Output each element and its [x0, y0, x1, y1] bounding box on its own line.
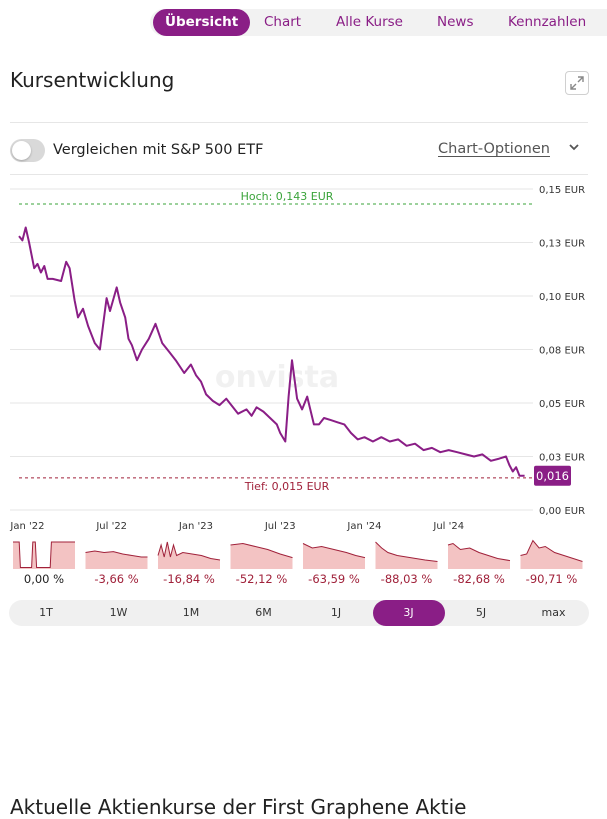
sparkline-line [230, 542, 293, 559]
sparkline-area [85, 551, 148, 569]
range-option-1j[interactable]: 1J [330, 606, 342, 619]
sparkline-area [158, 542, 220, 569]
chevron-down-icon[interactable] [568, 141, 580, 156]
expand-icon [570, 76, 584, 90]
chart-options-link[interactable]: Chart-Optionen [438, 141, 550, 157]
y-tick-label: 0,05 EUR [539, 399, 585, 410]
price-series-line [18, 226, 525, 477]
y-tick-label: 0,00 EUR [539, 506, 585, 517]
y-tick-label: 0,03 EUR [539, 453, 585, 464]
y-tick-label: 0,13 EUR [539, 239, 585, 250]
sparkline-change-label: -90,71 % [526, 572, 578, 586]
sparkline-change-label: 0,00 % [24, 572, 64, 586]
sparkline-line [157, 541, 221, 561]
sparkline-change-label: -3,66 % [94, 572, 138, 586]
range-option-1m[interactable]: 1M [182, 606, 200, 619]
next-section-title: Aktuelle Aktienkurse der First Graphene … [10, 795, 467, 819]
sparkline-area [448, 543, 510, 569]
price-chart[interactable]: onvista 0,15 EUR 0,13 EUR 0,10 EUR 0,08 EUR 0… [0, 0, 607, 540]
sparkline-area [13, 542, 75, 569]
range-option-max[interactable]: max [541, 606, 566, 619]
compare-label: Vergleichen mit S&P 500 ETF [53, 142, 264, 158]
sparkline-line [302, 543, 366, 559]
x-tick-label: Jul '22 [95, 521, 127, 532]
tab-news[interactable]: News [437, 14, 474, 30]
x-tick-label: Jan '22 [9, 521, 44, 532]
sparkline-change-label: -82,68 % [453, 572, 505, 586]
tab-alle-kurse[interactable]: Alle Kurse [336, 14, 403, 30]
low-label: Tief: 0,015 EUR [244, 480, 330, 493]
section-title: Kursentwicklung [10, 68, 175, 92]
sparkline-area [303, 543, 365, 569]
y-tick-label: 0,08 EUR [539, 346, 585, 357]
sparkline-line [447, 542, 511, 562]
x-tick-label: Jul '24 [432, 521, 464, 532]
sparkline-change-label: -63,59 % [308, 572, 360, 586]
range-option-5j[interactable]: 5J [475, 606, 487, 619]
sparkline-area [375, 542, 438, 569]
sparkline-strip: 0,00 % -3,66 % -16,84 % -52,12 % -63,59 % -88… [13, 539, 583, 586]
sparkline-line [85, 550, 148, 558]
current-value-label: 0,016 [536, 469, 569, 483]
sparkline-area [520, 540, 583, 569]
range-selector: 1T 1W 1M 6M 1J 3J 5J max [9, 600, 589, 626]
compare-toggle[interactable] [10, 139, 45, 162]
toggle-knob [12, 141, 31, 160]
range-option-6m[interactable]: 6M [255, 606, 272, 619]
tab-kennzahlen[interactable]: Kennzahlen [508, 14, 587, 30]
watermark-text: onvista [215, 360, 339, 395]
range-option-3j[interactable]: 3J [372, 600, 445, 626]
expand-button[interactable] [565, 71, 589, 95]
x-tick-label: Jan '23 [178, 521, 213, 532]
sparkline-line [13, 541, 75, 568]
current-value-badge [534, 465, 571, 486]
x-tick-label: Jan '24 [346, 521, 381, 532]
tab-uebersicht[interactable]: Übersicht [153, 9, 251, 36]
y-tick-label: 0,15 EUR [539, 185, 585, 196]
range-option-1w[interactable]: 1W [109, 606, 128, 619]
sparkline-change-label: -16,84 % [163, 572, 215, 586]
sparkline-line [520, 539, 583, 562]
top-nav: Übersicht Chart Alle Kurse News Kennzahl… [150, 9, 607, 36]
sparkline-area [230, 543, 293, 569]
y-tick-label: 0,10 EUR [539, 292, 585, 303]
divider [10, 122, 588, 123]
high-label: Hoch: 0,143 EUR [241, 190, 334, 203]
x-tick-label: Jul '23 [264, 521, 296, 532]
sparkline-change-label: -88,03 % [381, 572, 433, 586]
sparkline-line [375, 541, 438, 562]
tab-chart[interactable]: Chart [264, 14, 302, 30]
sparkline-change-label: -52,12 % [236, 572, 288, 586]
range-option-1t[interactable]: 1T [39, 606, 53, 619]
divider [10, 174, 588, 175]
